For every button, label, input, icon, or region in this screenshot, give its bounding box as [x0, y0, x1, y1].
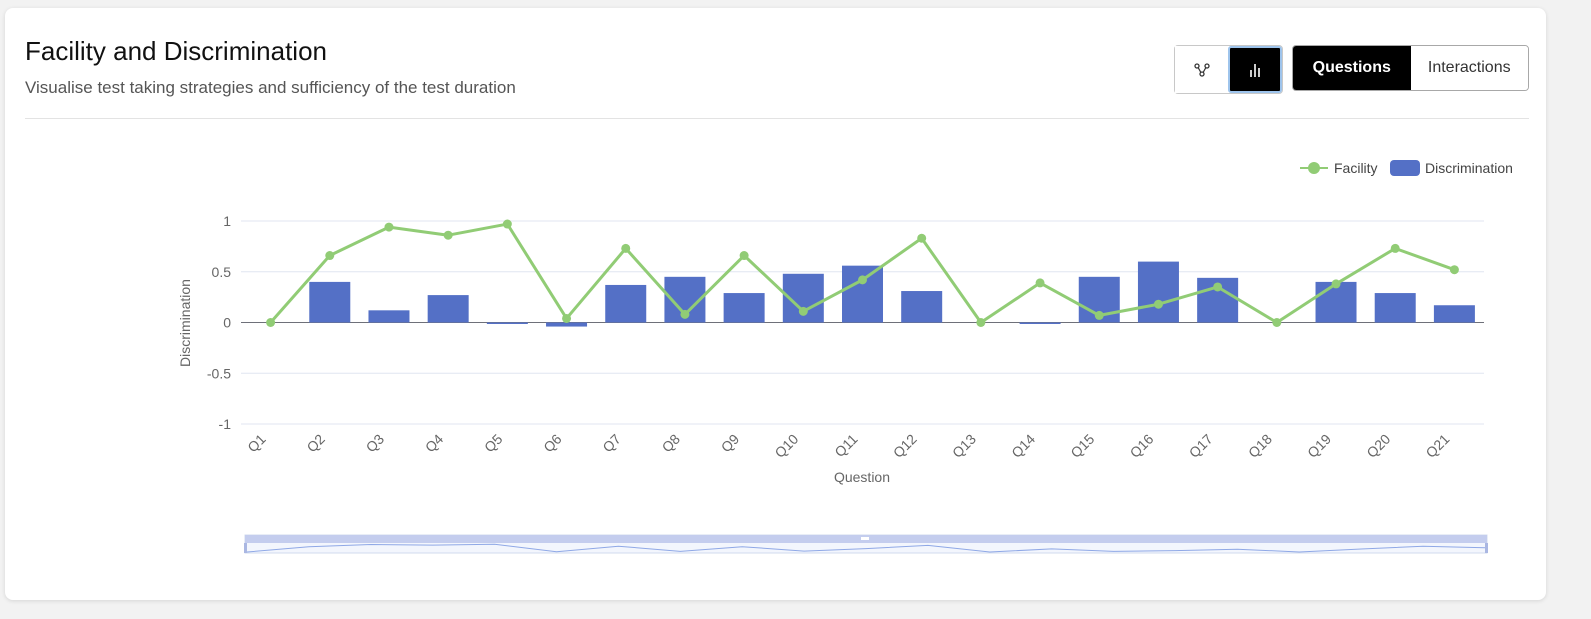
scatter-view-button[interactable]	[1175, 46, 1229, 93]
data-zoom-move-grip[interactable]	[861, 537, 869, 540]
facility-legend-marker	[1308, 162, 1320, 174]
x-axis-label: Question	[834, 469, 890, 485]
questions-tab[interactable]: Questions	[1293, 46, 1411, 90]
facility-point	[858, 275, 867, 285]
x-tick-label: Q21	[1422, 431, 1452, 461]
facility-point	[976, 318, 986, 327]
facility-point	[1331, 279, 1341, 289]
discrimination-bar	[1019, 322, 1061, 324]
x-tick-label: Q10	[771, 431, 801, 461]
facility-point	[1094, 310, 1104, 320]
interactions-tab[interactable]: Interactions	[1410, 46, 1528, 90]
discrimination-bar	[901, 291, 943, 323]
facility-point	[1390, 243, 1400, 253]
x-tick-label: Q16	[1127, 431, 1157, 461]
bar-view-button[interactable]	[1228, 46, 1282, 93]
x-tick-label: Q14	[1008, 431, 1038, 461]
y-tick-label: 1	[223, 213, 231, 229]
data-zoom-right-handle[interactable]	[1485, 543, 1488, 553]
facility-point	[917, 233, 927, 243]
discrimination-bar	[1137, 261, 1179, 323]
discrimination-bar	[842, 265, 883, 323]
x-tick-label: Q5	[481, 431, 506, 456]
x-tick-label: Q3	[363, 431, 388, 456]
discrimination-bar	[546, 322, 588, 327]
x-tick-label: Q4	[422, 431, 447, 456]
y-axis-ticks: -1 -0.5 0 0.5 1	[207, 213, 231, 432]
legend-label-discrimination: Discrimination	[1425, 160, 1513, 176]
bar-series	[309, 261, 1475, 327]
discrimination-bar	[486, 322, 528, 324]
x-tick-label: Q2	[303, 431, 328, 456]
facility-point	[621, 243, 631, 253]
x-tick-label: Q13	[949, 431, 979, 461]
x-tick-label: Q19	[1304, 431, 1334, 461]
x-tick-label: Q8	[659, 431, 684, 456]
bar-chart-icon	[1250, 63, 1261, 77]
facility-point	[502, 219, 512, 229]
facility-point	[1213, 282, 1223, 292]
discrimination-bar	[427, 295, 469, 323]
legend-item-facility[interactable]: Facility	[1300, 160, 1378, 176]
discrimination-bar	[605, 284, 647, 323]
y-tick-label: 0	[223, 315, 231, 331]
scatter-icon	[1194, 62, 1210, 77]
facility-point	[384, 222, 394, 232]
facility-point	[1153, 299, 1163, 309]
y-tick-label: -0.5	[207, 365, 231, 381]
facility-point	[798, 306, 808, 316]
page-title: Facility and Discrimination	[25, 36, 327, 66]
y-axis-label: Discrimination	[177, 279, 193, 367]
facility-point	[680, 309, 690, 319]
x-tick-label: Q12	[890, 431, 920, 461]
data-zoom-left-handle[interactable]	[244, 543, 247, 553]
facility-point	[1449, 265, 1459, 275]
header-divider	[25, 118, 1529, 119]
discrimination-bar	[1433, 305, 1475, 323]
x-tick-label: Q17	[1186, 431, 1216, 461]
x-tick-label: Q7	[599, 431, 624, 456]
x-tick-label: Q15	[1067, 431, 1097, 461]
chart-card: Facility and Discrimination Visualise te…	[5, 8, 1546, 600]
facility-point	[443, 230, 453, 240]
chart-view-toggle	[1174, 45, 1283, 94]
x-tick-label: Q18	[1245, 431, 1275, 461]
facility-point	[1272, 318, 1282, 327]
discrimination-bar	[309, 281, 351, 323]
discrimination-bar	[723, 293, 765, 323]
data-zoom-preview-line	[246, 543, 1486, 553]
y-tick-label: -1	[219, 416, 232, 432]
y-tick-label: 0.5	[212, 264, 232, 280]
line-series	[266, 219, 1459, 327]
page-subtitle: Visualise test taking strategies and suf…	[25, 78, 516, 97]
legend-item-discrimination[interactable]: Discrimination	[1390, 160, 1513, 176]
discrimination-legend-marker	[1390, 160, 1420, 176]
mode-toggle: Questions Interactions	[1292, 45, 1529, 91]
discrimination-bar	[1315, 281, 1357, 323]
facility-point	[266, 318, 276, 327]
x-tick-label: Q6	[540, 431, 565, 456]
x-tick-label: Q9	[718, 431, 743, 456]
facility-point	[325, 251, 335, 261]
legend-label-facility: Facility	[1334, 160, 1378, 176]
facility-point	[739, 251, 749, 261]
data-zoom-slider[interactable]	[244, 534, 1488, 554]
x-tick-label: Q11	[831, 431, 860, 460]
x-tick-label: Q20	[1363, 431, 1393, 461]
x-axis-ticks: Q1 Q2 Q3 Q4 Q5 Q6 Q7 Q8 Q9 Q10 Q11 Q12 Q13 Q14 Q15 Q16 Q…	[244, 431, 1452, 461]
facility-point	[1035, 278, 1045, 288]
discrimination-bar	[368, 310, 410, 323]
facility-point	[562, 313, 572, 323]
discrimination-bar	[1374, 293, 1416, 323]
legend: Facility Discrimination	[1300, 160, 1513, 176]
x-tick-label: Q1	[244, 431, 269, 456]
